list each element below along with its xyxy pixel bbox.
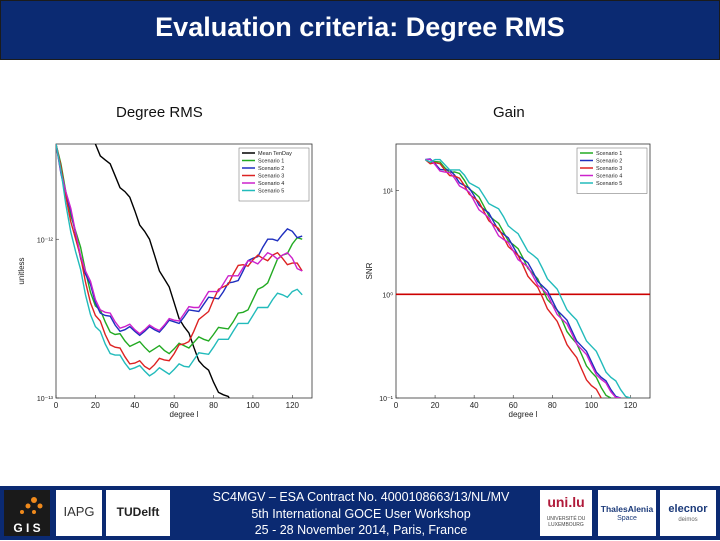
rms-legend [238,147,310,202]
snr-gain-chart: 0 20 40 60 80 100 120 10¹ 10⁰ 10⁻¹ degree l SNR Scen… [365,143,651,419]
snr-legend-label: Scenario 5 [596,181,622,187]
rms-series-1 [94,144,230,398]
rms-x-axis-label: degree l [170,410,199,419]
rms-legend-label: Scenario 4 [258,181,284,187]
rms-x-tick-label: 20 [91,401,100,410]
rms-series-group [56,144,303,398]
snr-legend-label: Scenario 2 [596,159,622,165]
snr-y-tick-label: 10⁻¹ [379,396,393,403]
elecnor-logo-subtext: deimos [678,517,698,523]
rms-x-tick-label: 60 [170,401,179,410]
snr-legend-label: Scenario 1 [596,151,622,157]
left-plot-caption: Degree RMS [116,104,203,121]
iapg-logo-text: IAPG [63,504,95,519]
gis-logo: G I S [4,490,50,536]
footer-workshop: 5th International GOCE User Workshop [251,506,471,521]
rms-legend-label: Scenario 3 [258,174,284,180]
uni-lu-logo-text: uni.lu [547,494,585,510]
snr-legend [576,147,648,194]
snr-y-axis-label: SNR [365,262,374,279]
snr-series-1 [424,159,612,398]
elecnor-logo-text: elecnor [668,503,708,515]
snr-x-axis-label: degree l [509,410,538,419]
elecnor-logo: elecnor deimos [660,490,716,536]
rms-y-axis-label: unitless [17,257,26,284]
rms-series-3 [56,144,303,337]
tudelft-logo-text: TUDelft [116,505,160,519]
thales-alenia-logo: ThalesAlenia Space [598,490,656,536]
tudelft-logo: TUDelft [106,490,170,536]
rms-legend-label: Scenario 2 [258,166,284,172]
uni-lu-logo-subtext: UNIVERSITÉ DU LUXEMBOURG [546,516,586,528]
page-title: Evaluation criteria: Degree RMS [155,12,565,42]
rms-legend-label: Scenario 1 [258,159,284,165]
iapg-logo: IAPG [56,490,102,536]
uni-lu-logo: uni.lu UNIVERSITÉ DU LUXEMBOURG [540,490,592,536]
snr-y-tick-label: 10⁰ [382,291,393,299]
snr-series-5 [424,158,631,398]
snr-x-tick-label: 20 [431,401,440,410]
snr-series-2 [425,158,621,398]
snr-x-tick-label: 120 [624,401,638,410]
gis-logo-text: G I S [13,521,40,535]
rms-legend-label: Scenario 5 [258,189,284,195]
rms-x-tick-label: 120 [286,401,300,410]
thales-logo-subtext: Space [617,515,637,522]
snr-x-tick-label: 100 [585,401,599,410]
rms-y-tick-label: 10⁻¹³ [37,396,54,403]
rms-series-5 [56,144,303,335]
snr-series-group [424,158,631,398]
rms-x-tick-label: 0 [54,401,59,410]
right-plot-caption: Gain [493,104,525,121]
rms-legend-label: Mean TenDay [258,151,292,157]
footer-text: SC4MGV – ESA Contract No. 4000108663/13/… [186,489,536,539]
snr-y-tick-label: 10¹ [383,189,394,196]
snr-x-tick-label: 0 [394,401,399,410]
rms-series-6 [56,144,303,377]
rms-y-tick-label: 10⁻¹² [37,237,54,244]
snr-legend-label: Scenario 4 [596,174,622,180]
thales-logo-text: ThalesAlenia [600,504,654,514]
snr-x-tick-label: 80 [548,401,557,410]
rms-series-4 [56,144,303,371]
footer-contract: SC4MGV – ESA Contract No. 4000108663/13/… [212,490,510,504]
snr-legend-label: Scenario 3 [596,166,622,172]
snr-x-tick-label: 40 [470,401,479,410]
footer-date-location: 25 - 28 November 2014, Paris, France [254,523,468,537]
rms-x-tick-label: 100 [246,401,260,410]
rms-x-tick-label: 80 [209,401,218,410]
rms-x-tick-label: 40 [130,401,139,410]
snr-series-4 [425,158,621,398]
gis-logo-graphic: G I S [13,497,43,535]
snr-x-tick-label: 60 [509,401,518,410]
degree-rms-chart: 0 20 40 60 80 100 120 10⁻¹² 10⁻¹³ degree l unitles… [17,143,313,419]
title-bar [0,0,720,60]
